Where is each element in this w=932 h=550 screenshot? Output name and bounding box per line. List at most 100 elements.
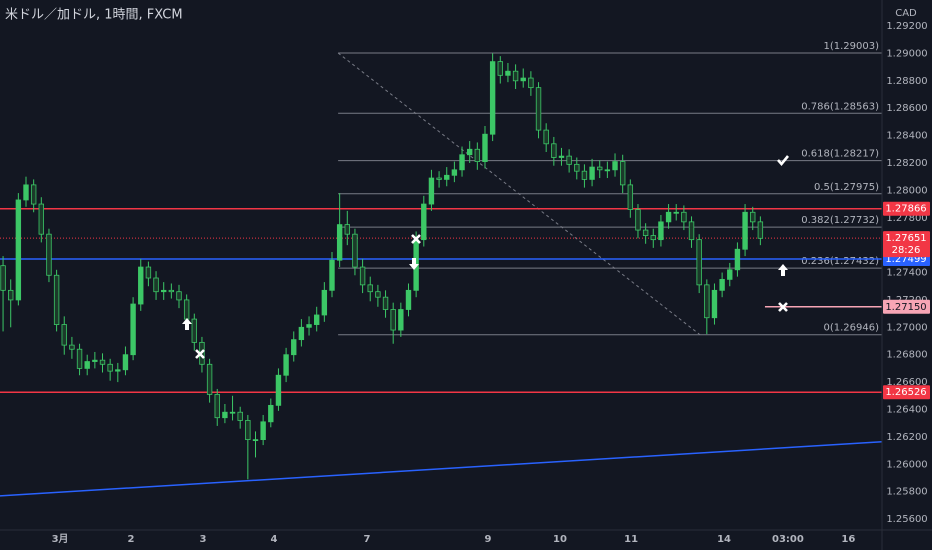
candle-body [153,277,159,293]
candle-body [444,174,450,180]
candle-body [191,318,197,343]
candle-body [321,289,328,316]
candle-body [367,284,373,293]
candle-body [696,239,702,286]
candle-body [375,291,381,298]
cross-icon [411,234,421,244]
candle-body [604,169,611,172]
price-label-box [883,385,930,400]
candle-body [306,324,312,328]
candle-body [512,70,519,82]
candle-body [214,394,220,419]
y-tick-label: 1.28400 [886,131,927,142]
candle-body [405,289,412,310]
y-tick-label: 1.27400 [886,268,927,279]
candle-body [130,303,136,356]
candle-body [53,274,60,325]
x-tick-label: 16 [841,534,855,545]
candle-body [122,354,129,371]
candle-body [115,369,121,372]
candle-body [757,221,764,239]
candle-body [313,314,320,325]
candle-body [161,289,167,293]
price-label: 1.27866 [885,204,926,215]
candle-body [275,374,282,406]
candle-body [673,211,679,214]
countdown-label: 28:26 [892,245,921,256]
candle-body [237,411,243,421]
y-tick-label: 1.26800 [886,350,927,361]
fib-level-label: 0.618(1.28217) [801,149,879,160]
candle-body [482,133,488,163]
y-tick-label: 1.29000 [886,48,927,59]
candle-body [107,363,113,372]
price-label: 1.26526 [885,387,926,398]
cross-icon [778,302,788,312]
candle-body [558,155,565,158]
x-tick-label: 3月 [52,533,69,545]
candle-body [566,155,572,165]
candle-body [466,148,473,156]
candle-body [535,87,542,131]
candle-body [688,221,695,241]
candle-body [0,265,6,291]
candle-body [742,211,748,250]
candle-body [38,203,45,235]
x-tick-label: 3 [200,534,207,545]
y-tick-label: 1.27800 [886,213,927,224]
candle-body [398,309,404,331]
y-tick-label: 1.26000 [886,459,927,470]
last-price-box [883,231,930,258]
candle-body [168,289,175,293]
candle-body [268,404,274,423]
candle-body [336,224,343,261]
fib-level-label: 0.786(1.28563) [801,101,879,112]
candle-body [581,170,588,180]
fib-level-label: 0.236(1.27432) [801,256,879,267]
candle-body [359,266,366,286]
candle-body [260,421,266,441]
candle-body [719,278,725,291]
candle-body [145,266,152,279]
y-tick-label: 1.29200 [886,21,927,32]
fib-level-label: 1(1.29003) [823,41,879,52]
candle-body [528,77,534,89]
candle-body [8,289,14,301]
y-tick-label: 1.25600 [886,514,927,525]
x-tick-label: 11 [624,534,638,545]
candle-body [474,148,481,163]
candle-body [61,324,67,346]
candle-body [505,70,511,76]
candle-body [206,363,213,395]
candle-body [76,348,83,369]
candle-body [15,199,22,301]
candle-body [489,61,496,135]
candle-body [99,359,106,365]
candle-body [711,289,718,319]
candle-body [543,129,549,145]
signal-icons [182,155,790,359]
fib-trend-line [337,52,701,336]
candle-body [551,143,557,158]
candle-body [298,326,305,341]
x-tick-label: 7 [364,534,371,545]
candle-body [138,266,144,305]
candle-body [23,184,29,201]
candle-body [574,163,580,172]
candle-body [46,233,52,276]
y-tick-label: 1.28600 [886,103,927,114]
candle-body [252,439,259,442]
y-tick-label: 1.28000 [886,185,927,196]
candle-body [245,420,251,441]
candle-body [642,229,649,236]
candle-body [176,291,182,301]
candle-body [635,209,641,231]
y-tick-label: 1.26600 [886,377,927,388]
candle-body [658,221,664,241]
candle-body [222,411,228,419]
candle-body [283,354,289,376]
candle-body [497,61,503,76]
